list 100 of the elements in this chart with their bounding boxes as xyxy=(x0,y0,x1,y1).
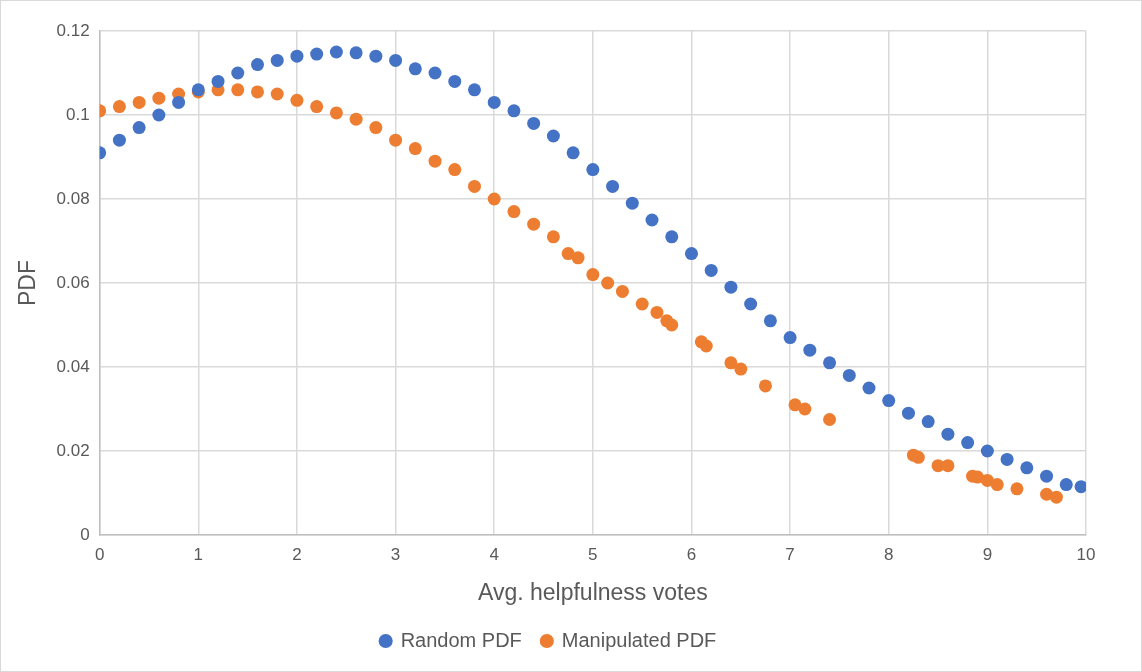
point xyxy=(586,163,600,177)
point xyxy=(507,205,521,219)
point xyxy=(408,142,422,156)
point xyxy=(290,49,304,63)
point xyxy=(645,213,659,227)
point xyxy=(1000,452,1014,466)
x-tick-label: 3 xyxy=(390,544,401,564)
x-tick-label: 4 xyxy=(489,544,499,564)
point xyxy=(571,251,585,265)
point xyxy=(704,263,718,277)
x-tick-label: 2 xyxy=(292,544,302,564)
x-tick-label: 7 xyxy=(785,544,795,564)
y-axis-title: PDF xyxy=(14,260,41,306)
y-tick-label: 0.02 xyxy=(56,440,90,460)
point xyxy=(823,356,837,370)
point xyxy=(507,104,521,118)
point xyxy=(251,58,264,72)
x-tick-label: 8 xyxy=(884,544,894,564)
point xyxy=(665,318,679,332)
point xyxy=(152,91,166,105)
point xyxy=(172,95,186,109)
point xyxy=(546,230,560,244)
point xyxy=(625,196,639,210)
point xyxy=(310,100,324,114)
y-tick-label: 0.12 xyxy=(56,20,90,40)
point xyxy=(980,473,994,487)
point xyxy=(941,459,955,473)
legend-label: Manipulated PDF xyxy=(561,628,717,651)
point xyxy=(1074,480,1086,494)
point xyxy=(132,121,146,135)
point xyxy=(1049,490,1063,504)
point xyxy=(758,379,772,393)
point xyxy=(310,47,324,61)
x-tick-label: 6 xyxy=(686,544,697,564)
point xyxy=(211,74,225,88)
point xyxy=(389,133,403,147)
point xyxy=(980,444,994,458)
point xyxy=(734,362,748,376)
y-tick-label: 0.06 xyxy=(56,272,90,292)
point xyxy=(231,66,245,80)
point xyxy=(527,217,541,231)
point xyxy=(389,53,403,67)
point xyxy=(112,100,126,114)
point xyxy=(132,95,146,109)
point xyxy=(428,66,442,80)
point xyxy=(369,49,383,63)
point xyxy=(823,413,837,426)
point xyxy=(290,93,304,107)
point xyxy=(448,163,462,177)
point xyxy=(448,74,462,88)
point xyxy=(882,394,896,408)
point xyxy=(803,343,817,357)
point xyxy=(487,192,501,206)
point xyxy=(467,83,481,97)
y-tick-label: 0.04 xyxy=(56,356,90,376)
point xyxy=(1020,461,1034,475)
point xyxy=(527,116,541,130)
point xyxy=(408,62,422,76)
x-tick-label: 9 xyxy=(982,544,993,564)
point xyxy=(601,276,615,290)
point xyxy=(1040,469,1054,483)
point xyxy=(112,133,126,147)
x-tick-label: 0 xyxy=(94,544,105,564)
y-tick-label: 0.1 xyxy=(66,104,90,124)
point xyxy=(961,436,975,450)
point xyxy=(665,230,679,244)
point xyxy=(231,83,245,97)
point xyxy=(487,95,501,109)
y-tick-label: 0.08 xyxy=(56,188,90,208)
point xyxy=(270,53,284,67)
point xyxy=(798,402,812,416)
point xyxy=(329,106,343,120)
point xyxy=(1059,478,1073,492)
point xyxy=(684,247,698,261)
point xyxy=(270,87,284,101)
point xyxy=(369,121,383,135)
point xyxy=(901,406,915,420)
y-tick-label: 0 xyxy=(80,524,90,544)
point xyxy=(606,179,620,193)
point xyxy=(763,314,777,328)
point xyxy=(329,45,343,59)
point xyxy=(744,297,758,311)
point xyxy=(724,356,738,370)
point xyxy=(990,478,1004,492)
point xyxy=(566,146,580,160)
x-tick-label: 1 xyxy=(193,544,204,564)
point xyxy=(1010,482,1024,496)
point xyxy=(349,46,363,60)
point xyxy=(546,129,560,143)
point xyxy=(941,427,955,441)
legend-label: Random PDF xyxy=(400,628,522,651)
point xyxy=(615,284,629,298)
point xyxy=(251,85,264,99)
point xyxy=(842,368,856,382)
point xyxy=(911,450,925,464)
x-axis-title: Avg. helpfulness votes xyxy=(477,578,708,605)
point xyxy=(862,381,876,395)
point xyxy=(650,305,664,319)
point xyxy=(349,112,363,126)
point xyxy=(152,108,166,122)
